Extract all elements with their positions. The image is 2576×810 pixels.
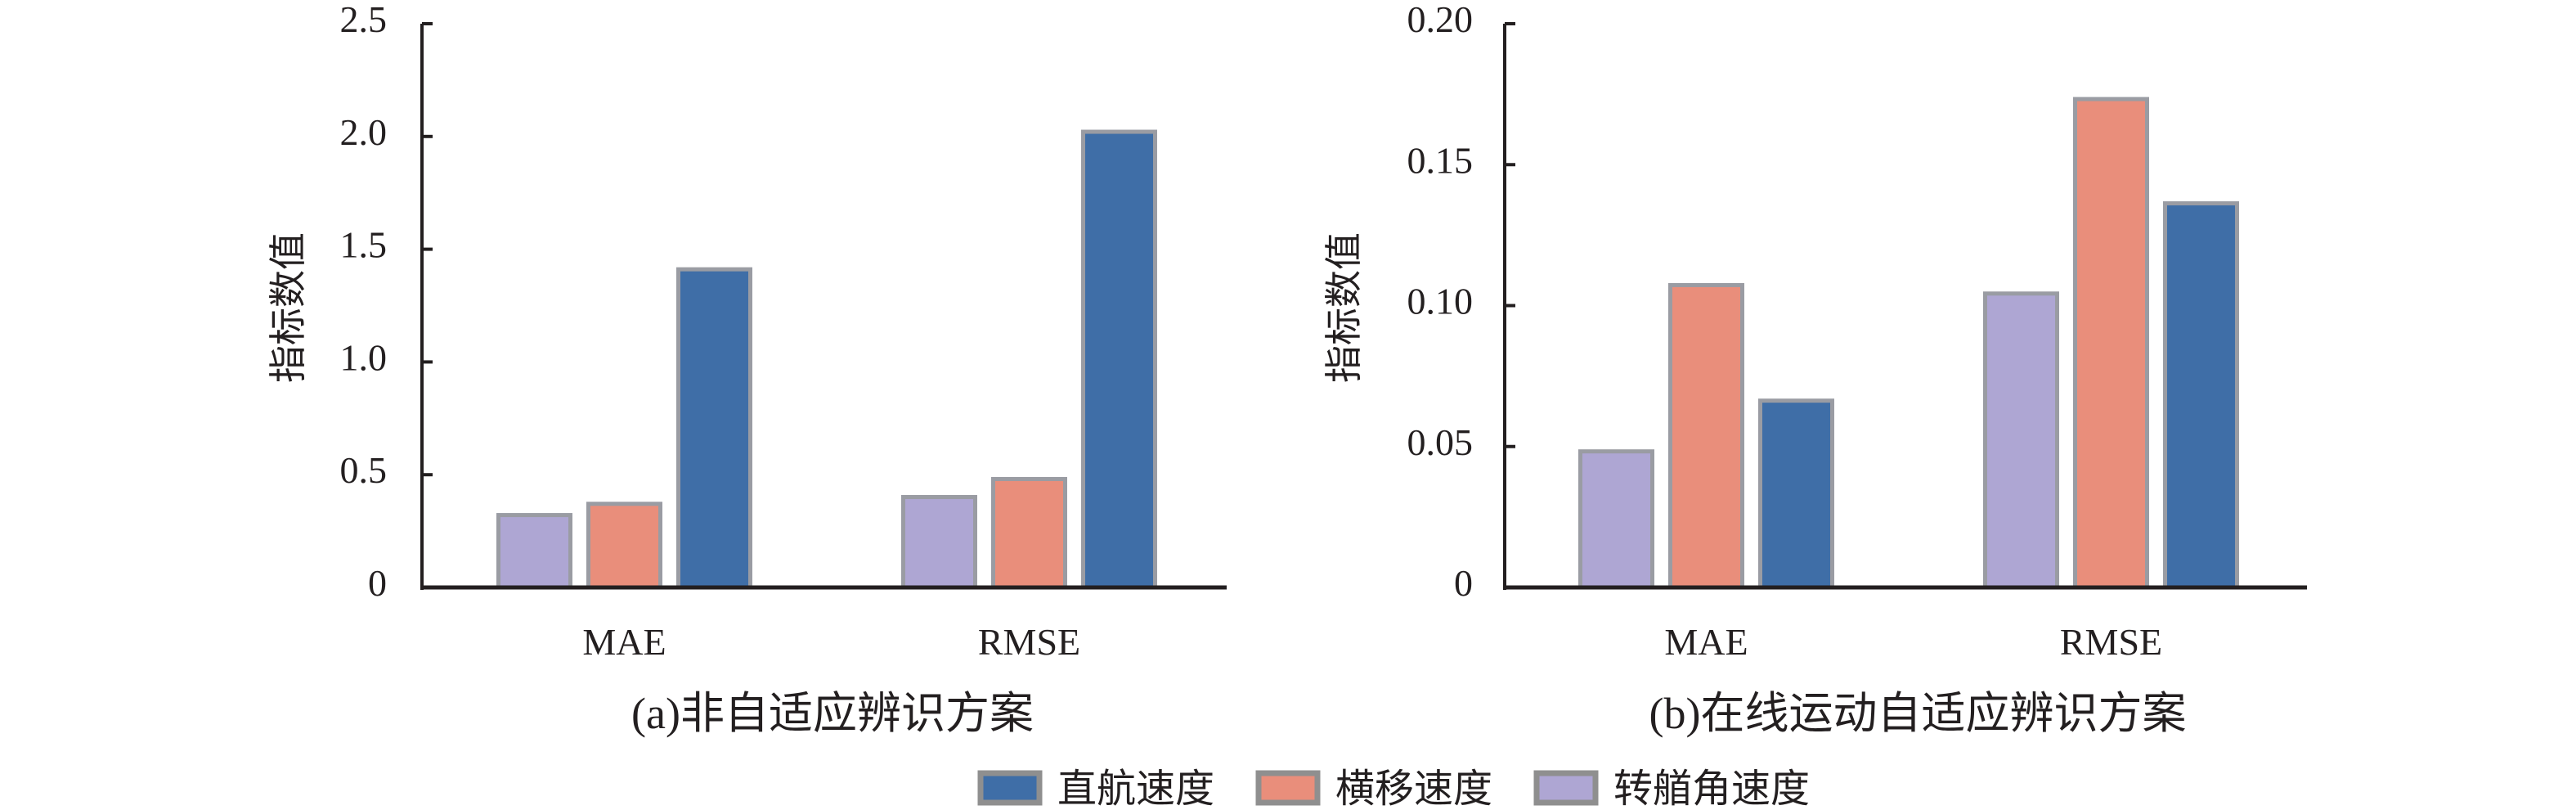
legend-swatch-yaw (1533, 770, 1599, 806)
bar-rmse-0 (901, 495, 977, 590)
bar-rmse-0 (1983, 291, 2059, 590)
x-tick-label: RMSE (978, 621, 1080, 663)
chart-panel-a: MAE RMSE 0 0.5 1.0 1.5 2.0 2.5 指标数值 (267, 0, 1227, 663)
x-tick-label: RMSE (2060, 621, 2162, 663)
x-tick-label: MAE (1664, 621, 1748, 663)
legend-label: 转艏角速度 (1613, 767, 1810, 810)
legend-item: 转艏角速度 (1533, 767, 1810, 810)
y-tick-label: 0.20 (1407, 0, 1474, 40)
y-tick-label: 1.5 (340, 224, 388, 266)
bar-mae-1 (1668, 282, 1744, 590)
bar-mae-1 (586, 502, 662, 590)
bar-mae-0 (1578, 449, 1654, 590)
y-tick-label: 0 (368, 562, 387, 604)
y-tick-label: 0.5 (340, 449, 388, 491)
legend-swatch-surge (977, 770, 1043, 806)
bar-mae-2 (1758, 398, 1834, 590)
bar-mae-2 (676, 267, 752, 590)
y-tick-label: 0.15 (1407, 139, 1474, 181)
legend-label: 横移速度 (1335, 767, 1492, 810)
bar-rmse-2 (2163, 201, 2239, 590)
bar-rmse-1 (991, 476, 1067, 590)
caption-a: (a)非自适应辨识方案 (631, 689, 1034, 738)
legend-item: 直航速度 (977, 767, 1214, 810)
y-tick-label: 0 (1454, 562, 1473, 604)
bar-rmse-1 (2073, 97, 2149, 590)
y-axis-title: 指标数值 (1323, 232, 1365, 383)
chart-panel-b: MAE RMSE 0 0.05 0.10 0.15 0.20 指标数值 (1323, 0, 2307, 663)
legend-label: 直航速度 (1057, 767, 1214, 810)
legend-item: 横移速度 (1255, 767, 1492, 810)
y-tick-label: 2.5 (340, 0, 388, 40)
x-tick-label: MAE (582, 621, 666, 663)
caption-b: (b)在线运动自适应辨识方案 (1649, 689, 2187, 738)
y-tick-label: 1.0 (340, 336, 388, 378)
caption-b-prefix: (b) (1649, 689, 1701, 738)
legend-swatch-sway (1255, 770, 1321, 806)
y-axis-title: 指标数值 (267, 232, 309, 383)
y-tick-label: 2.0 (340, 111, 388, 153)
bar-rmse-2 (1081, 129, 1157, 590)
bar-mae-0 (496, 513, 572, 590)
y-tick-label: 0.05 (1407, 421, 1474, 463)
y-tick-label: 0.10 (1407, 281, 1474, 322)
caption-a-prefix: (a) (631, 689, 680, 738)
legend: 直航速度 横移速度 转艏角速度 (977, 767, 1810, 810)
caption-a-text: 非自适应辨识方案 (680, 689, 1034, 738)
caption-b-text: 在线运动自适应辨识方案 (1700, 689, 2186, 738)
